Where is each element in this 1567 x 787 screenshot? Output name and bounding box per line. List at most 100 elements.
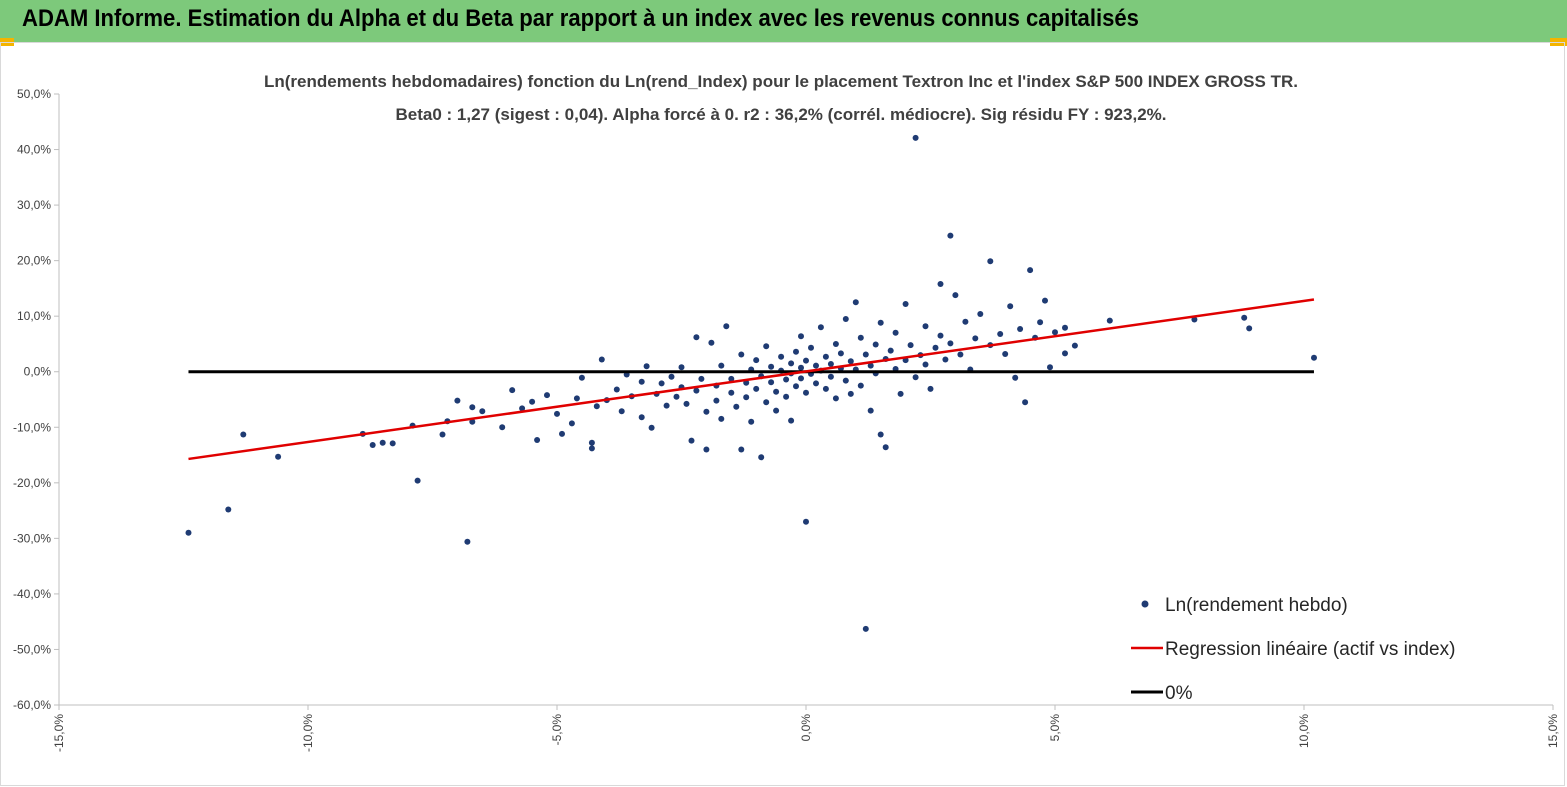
data-point — [1037, 319, 1044, 326]
data-point — [185, 529, 192, 536]
data-point — [1246, 325, 1253, 332]
data-point — [713, 397, 720, 404]
data-point — [1002, 351, 1009, 357]
data-point — [544, 392, 550, 399]
x-tick-label: 5,0% — [1048, 714, 1062, 742]
data-point — [638, 378, 645, 385]
data-point — [225, 506, 232, 513]
y-tick-label: -30,0% — [13, 531, 51, 545]
data-point — [1062, 350, 1068, 357]
data-point — [798, 375, 804, 382]
data-point — [389, 440, 396, 447]
data-point — [753, 385, 760, 392]
y-tick-label: 50,0% — [17, 87, 51, 101]
data-point — [932, 344, 939, 351]
data-point — [798, 364, 804, 371]
data-point — [534, 437, 541, 443]
data-point — [1047, 364, 1053, 371]
data-point — [867, 362, 874, 369]
data-point — [1017, 326, 1024, 332]
legend-label: Regression linéaire (actif vs index) — [1165, 639, 1455, 660]
data-point — [668, 373, 675, 380]
x-tick-label: -15,0% — [52, 714, 66, 752]
data-point — [857, 382, 864, 389]
data-point — [768, 379, 775, 386]
chart-legend: Ln(rendement hebdo) Regression linéaire (… — [1131, 595, 1455, 704]
data-point — [912, 374, 919, 381]
data-point — [877, 319, 884, 326]
data-point — [842, 377, 849, 384]
data-point — [763, 399, 770, 406]
y-tick-label: 30,0% — [17, 198, 51, 212]
data-point — [469, 404, 476, 411]
data-point — [997, 331, 1004, 337]
data-point — [867, 407, 874, 414]
data-point — [927, 385, 934, 392]
data-point — [598, 356, 605, 363]
y-tick-label: 10,0% — [17, 309, 51, 323]
data-point — [439, 431, 446, 438]
data-point — [827, 373, 834, 380]
data-point — [947, 340, 954, 347]
data-point — [803, 357, 809, 364]
data-point — [638, 414, 645, 421]
data-point — [1012, 374, 1019, 381]
x-axis: -15,0% -10,0% -5,0% 0,0% 5,0% 10,0% 15,0% — [52, 704, 1560, 752]
data-point — [499, 424, 506, 431]
data-point — [887, 347, 894, 354]
scatter-chart: Ln(rendements hebdomadaires) fonction du… — [13, 72, 1560, 752]
data-point — [1311, 354, 1317, 361]
data-point — [763, 343, 770, 350]
data-point — [788, 360, 795, 367]
regression-line — [188, 298, 1315, 461]
y-tick-label: 0,0% — [24, 365, 52, 379]
data-point — [588, 439, 595, 446]
report-banner: ADAM Informe. Estimation du Alpha et du … — [0, 0, 1567, 43]
data-point — [673, 393, 680, 400]
data-point — [877, 431, 884, 438]
data-point — [862, 351, 869, 358]
data-point — [738, 446, 745, 453]
data-point — [778, 353, 785, 360]
data-point — [827, 361, 834, 367]
data-point — [837, 350, 844, 357]
data-point — [947, 232, 954, 239]
data-point — [728, 389, 735, 396]
data-point — [1007, 303, 1014, 310]
scatter-points — [185, 134, 1317, 632]
y-axis: 50,0% 40,0% 30,0% 20,0% 10,0% 0,0% -10,0% -20,0… — [13, 87, 60, 712]
data-point — [529, 398, 536, 405]
data-point — [753, 357, 760, 364]
data-point — [454, 397, 461, 404]
chart-title-line2: Beta0 : 1,27 (sigest : 0,04). Alpha forc… — [396, 105, 1167, 124]
data-point — [733, 403, 740, 410]
chart-title-line1: Ln(rendements hebdomadaires) fonction du… — [264, 72, 1298, 91]
data-point — [728, 375, 735, 382]
data-point — [803, 518, 809, 525]
data-point — [559, 430, 565, 437]
data-point — [907, 342, 914, 349]
data-point — [852, 299, 859, 306]
data-point — [683, 400, 690, 407]
data-point — [922, 323, 929, 330]
data-point — [758, 454, 765, 461]
data-point — [743, 394, 750, 401]
data-point — [942, 356, 949, 363]
data-point — [578, 374, 585, 381]
data-point — [708, 339, 715, 346]
data-point — [803, 389, 809, 396]
data-point — [937, 332, 944, 339]
data-point — [693, 387, 700, 394]
data-point — [817, 324, 824, 331]
y-tick-label: 20,0% — [17, 254, 51, 268]
x-tick-label: -5,0% — [550, 714, 564, 746]
data-point — [793, 348, 799, 355]
x-tick-label: 0,0% — [799, 714, 813, 742]
data-point — [768, 363, 775, 370]
data-point — [723, 323, 730, 330]
data-point — [962, 318, 969, 325]
data-point — [718, 415, 725, 422]
data-point — [414, 477, 421, 484]
data-point — [892, 329, 899, 336]
data-point — [748, 418, 755, 425]
